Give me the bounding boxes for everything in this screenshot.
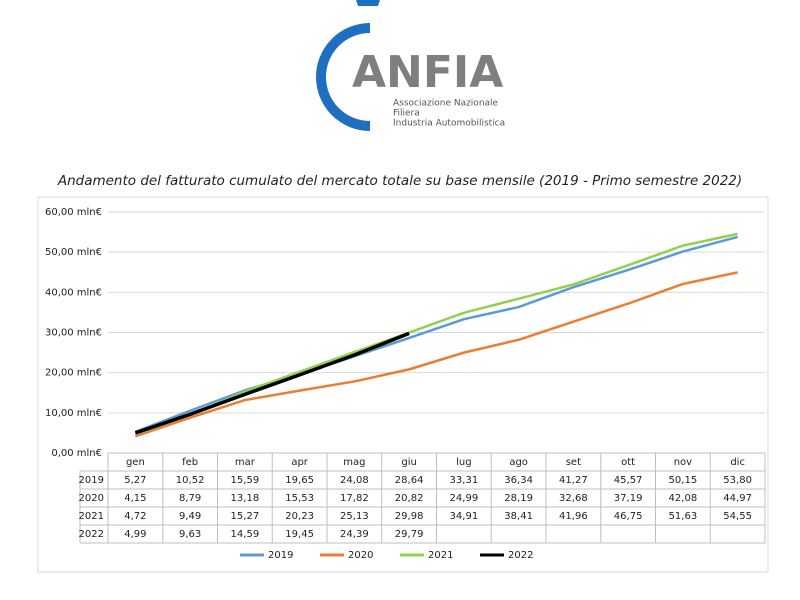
logo-top bbox=[356, 0, 380, 6]
series-line bbox=[134, 235, 738, 433]
table-cell: 4,99 bbox=[124, 529, 146, 540]
table-cell: 38,41 bbox=[504, 511, 533, 522]
logo-name: ANFIA bbox=[352, 47, 503, 98]
table-cell: 19,65 bbox=[285, 475, 314, 486]
table-cell: 20,82 bbox=[395, 493, 424, 504]
table-cell: 17,82 bbox=[340, 493, 369, 504]
table-cell: 25,13 bbox=[340, 511, 369, 522]
table-series-name: 2022 bbox=[79, 529, 104, 540]
table-cell: 42,08 bbox=[669, 493, 698, 504]
table-cell: 29,79 bbox=[395, 529, 424, 540]
table-cell: 54,55 bbox=[723, 511, 752, 522]
table-cell: 8,79 bbox=[179, 493, 201, 504]
table-cell: 53,80 bbox=[723, 475, 752, 486]
logo-line: Associazione Nazionale bbox=[393, 99, 499, 109]
table-series-name: 2020 bbox=[79, 493, 104, 504]
table-cell: 9,63 bbox=[179, 529, 201, 540]
table-cell: 20,23 bbox=[285, 511, 314, 522]
y-tick-label: 0,00 mln€ bbox=[51, 448, 102, 459]
legend-label: 2022 bbox=[508, 550, 533, 561]
series-line bbox=[134, 331, 410, 435]
table-cell: 45,57 bbox=[614, 475, 643, 486]
table-cell: 5,27 bbox=[124, 475, 146, 486]
chart-frame bbox=[37, 196, 769, 573]
table-cell: 37,19 bbox=[614, 493, 643, 504]
table-cell: 13,18 bbox=[231, 493, 260, 504]
x-tick-label: ago bbox=[509, 457, 528, 468]
series-line bbox=[134, 271, 738, 438]
y-tick-label: 30,00 mln€ bbox=[45, 328, 102, 339]
table-cell: 28,64 bbox=[395, 475, 424, 486]
table-cell: 32,68 bbox=[559, 493, 588, 504]
legend-label: 2020 bbox=[348, 550, 373, 561]
y-tick-label: 10,00 mln€ bbox=[45, 408, 102, 419]
table-cell: 4,15 bbox=[124, 493, 146, 504]
table-cell: 9,49 bbox=[179, 511, 201, 522]
table-cell: 24,39 bbox=[340, 529, 369, 540]
table-cell: 29,98 bbox=[395, 511, 424, 522]
x-tick-label: feb bbox=[182, 457, 198, 468]
table-cell: 10,52 bbox=[176, 475, 205, 486]
table-cell: 51,63 bbox=[669, 511, 698, 522]
x-tick-label: apr bbox=[291, 457, 308, 468]
chart-title: Andamento del fatturato cumulato del mer… bbox=[57, 173, 742, 189]
table-cell: 36,34 bbox=[504, 475, 533, 486]
table-cell: 14,59 bbox=[231, 529, 260, 540]
x-tick-label: nov bbox=[674, 457, 692, 468]
y-tick-label: 60,00 mln€ bbox=[45, 207, 102, 218]
table-cell: 15,27 bbox=[231, 511, 260, 522]
y-tick-label: 20,00 mln€ bbox=[45, 368, 102, 379]
table-cell: 33,31 bbox=[450, 475, 479, 486]
y-tick-label: 50,00 mln€ bbox=[45, 247, 102, 258]
table-cell: 28,19 bbox=[504, 493, 533, 504]
table-cell: 44,97 bbox=[723, 493, 752, 504]
table-cell: 15,59 bbox=[231, 475, 260, 486]
logo-line: Filiera bbox=[393, 109, 420, 119]
logo-line: Industria Automobilistica bbox=[393, 119, 505, 129]
table-series-name: 2021 bbox=[79, 511, 104, 522]
y-tick-label: 40,00 mln€ bbox=[45, 287, 102, 298]
table-cell: 41,27 bbox=[559, 475, 588, 486]
table-cell: 19,45 bbox=[285, 529, 314, 540]
x-tick-label: set bbox=[566, 457, 581, 468]
x-tick-label: giu bbox=[401, 457, 416, 468]
table-cell: 46,75 bbox=[614, 511, 643, 522]
x-tick-label: dic bbox=[730, 457, 745, 468]
table-cell: 4,72 bbox=[124, 511, 146, 522]
table-cell: 24,08 bbox=[340, 475, 369, 486]
table-cell: 24,99 bbox=[450, 493, 479, 504]
legend-label: 2021 bbox=[428, 550, 453, 561]
table-cell: 34,91 bbox=[450, 511, 479, 522]
x-tick-label: ott bbox=[621, 457, 635, 468]
x-tick-label: gen bbox=[126, 457, 145, 468]
table-cell: 15,53 bbox=[285, 493, 314, 504]
x-tick-label: lug bbox=[456, 457, 471, 468]
logo-arc bbox=[316, 23, 371, 131]
table-series-name: 2019 bbox=[79, 475, 104, 486]
x-tick-label: mag bbox=[343, 457, 365, 468]
legend-label: 2019 bbox=[268, 550, 293, 561]
series-line bbox=[134, 232, 738, 436]
x-tick-label: mar bbox=[235, 457, 256, 468]
table-cell: 41,96 bbox=[559, 511, 588, 522]
logo: ANFIA Associazione Nazionale Filiera Ind… bbox=[316, 0, 505, 131]
table-cell: 50,15 bbox=[669, 475, 698, 486]
